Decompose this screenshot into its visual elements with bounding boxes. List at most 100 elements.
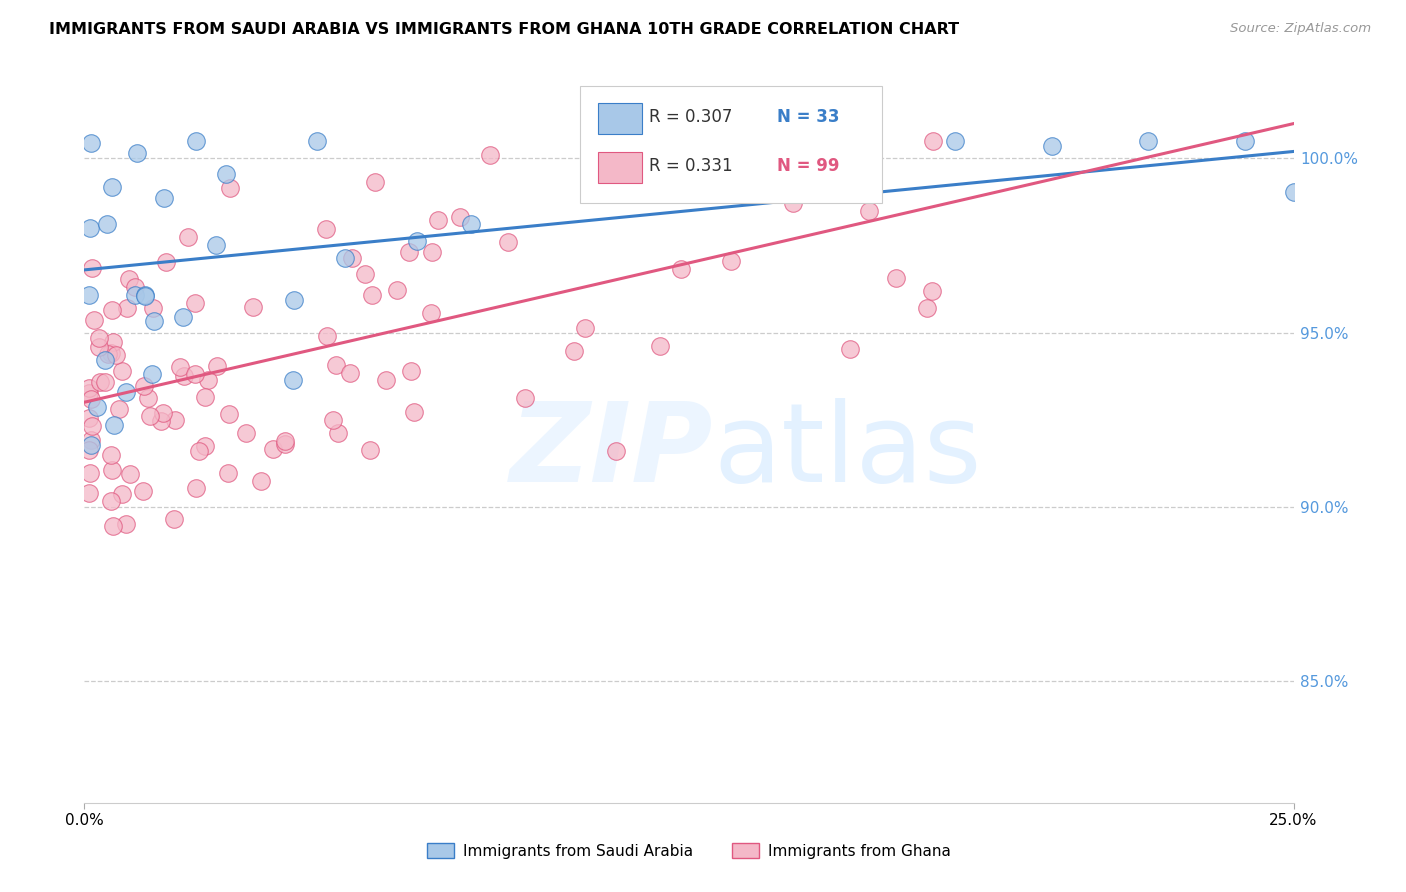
Text: R = 0.331: R = 0.331 xyxy=(650,158,733,176)
Point xyxy=(943,134,966,148)
Point xyxy=(669,262,692,277)
Point xyxy=(77,443,100,458)
Point xyxy=(188,444,211,458)
Point xyxy=(513,391,536,405)
Point xyxy=(363,175,385,189)
Point xyxy=(77,381,100,395)
Point xyxy=(150,414,173,428)
Point xyxy=(283,373,305,387)
Point xyxy=(562,343,585,358)
Point xyxy=(325,358,347,372)
Point xyxy=(80,437,103,451)
Point xyxy=(496,235,519,249)
FancyBboxPatch shape xyxy=(581,86,883,203)
Point xyxy=(177,230,200,244)
Point xyxy=(83,312,105,326)
Point xyxy=(405,234,427,248)
Point xyxy=(605,444,627,458)
Point xyxy=(89,330,111,344)
Point xyxy=(205,238,228,252)
Point xyxy=(100,493,122,508)
Point xyxy=(921,134,943,148)
Point xyxy=(153,191,176,205)
Point xyxy=(359,442,381,457)
Point xyxy=(183,296,205,310)
Point xyxy=(915,301,938,315)
Point xyxy=(921,285,943,299)
Point xyxy=(86,400,108,414)
Point xyxy=(132,483,155,498)
Point xyxy=(250,474,273,488)
Point xyxy=(215,167,238,181)
Point xyxy=(838,342,860,356)
Point xyxy=(218,181,240,195)
Point xyxy=(479,148,502,162)
Point xyxy=(283,293,305,307)
Point xyxy=(404,405,426,419)
Point xyxy=(163,512,186,526)
Point xyxy=(326,426,349,441)
Point xyxy=(103,418,125,433)
Point xyxy=(101,335,124,350)
Point xyxy=(194,390,217,404)
Point xyxy=(97,347,120,361)
Point xyxy=(104,348,127,362)
Text: IMMIGRANTS FROM SAUDI ARABIA VS IMMIGRANTS FROM GHANA 10TH GRADE CORRELATION CHA: IMMIGRANTS FROM SAUDI ARABIA VS IMMIGRAN… xyxy=(49,22,959,37)
Point xyxy=(782,196,804,211)
Point xyxy=(172,310,194,324)
Point xyxy=(80,136,103,150)
Point xyxy=(114,516,136,531)
Point xyxy=(183,367,205,381)
Legend: Immigrants from Saudi Arabia, Immigrants from Ghana: Immigrants from Saudi Arabia, Immigrants… xyxy=(420,837,957,864)
Point xyxy=(118,271,141,285)
Point xyxy=(420,306,443,320)
Point xyxy=(77,287,100,301)
Point xyxy=(111,486,134,500)
FancyBboxPatch shape xyxy=(599,152,641,183)
Point xyxy=(107,401,129,416)
Point xyxy=(218,407,240,421)
Point xyxy=(136,392,159,406)
Point xyxy=(420,245,443,260)
Point xyxy=(125,145,148,160)
Point xyxy=(142,301,165,316)
Point xyxy=(426,213,449,227)
Point xyxy=(142,314,165,328)
Point xyxy=(100,448,122,462)
Point xyxy=(361,288,384,302)
Point xyxy=(79,221,101,235)
Text: Source: ZipAtlas.com: Source: ZipAtlas.com xyxy=(1230,22,1371,36)
Point xyxy=(399,364,422,378)
Point xyxy=(354,267,377,281)
Point xyxy=(1040,138,1063,153)
Point xyxy=(110,364,132,378)
Point xyxy=(374,373,396,387)
Point xyxy=(173,368,195,383)
Point xyxy=(449,210,471,224)
Point xyxy=(340,251,363,265)
Point xyxy=(77,485,100,500)
Point xyxy=(134,288,156,302)
Point xyxy=(858,204,880,219)
Point xyxy=(273,437,295,451)
Text: atlas: atlas xyxy=(713,398,981,505)
Point xyxy=(707,157,730,171)
Point xyxy=(884,271,907,285)
Point xyxy=(186,481,208,495)
Point xyxy=(217,466,239,480)
Text: N = 33: N = 33 xyxy=(778,109,839,127)
Point xyxy=(80,392,103,407)
Point xyxy=(460,217,482,231)
Point xyxy=(124,280,146,294)
Point xyxy=(100,179,122,194)
Point xyxy=(307,134,329,148)
Point xyxy=(1282,185,1305,199)
Point xyxy=(1137,134,1160,148)
Point xyxy=(89,375,111,389)
Point xyxy=(77,411,100,425)
Point xyxy=(335,251,357,265)
Point xyxy=(316,328,339,343)
Point xyxy=(385,283,408,297)
FancyBboxPatch shape xyxy=(599,103,641,134)
Point xyxy=(77,385,100,400)
